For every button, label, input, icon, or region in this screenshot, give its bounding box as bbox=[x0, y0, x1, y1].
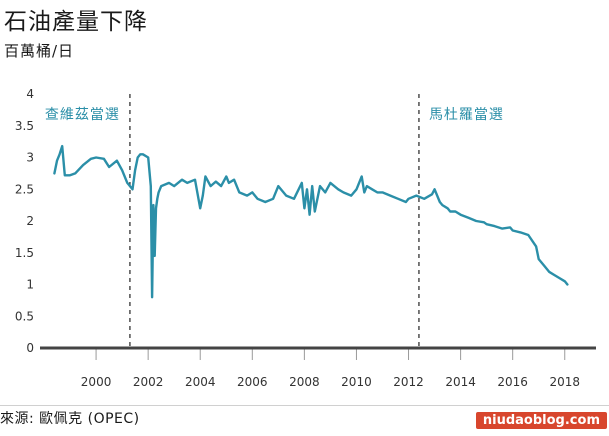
y-tick-label: 4 bbox=[26, 87, 34, 101]
event-dividers bbox=[129, 94, 420, 348]
chart-unit-label: 百萬桶/日 bbox=[4, 42, 75, 60]
x-axis-tick-marks bbox=[95, 348, 566, 360]
x-tick-label: 2018 bbox=[549, 375, 580, 389]
x-axis-ticks: 2000 2002 2004 2006 2008 2010 2012 2014 2016 2018 bbox=[81, 375, 580, 389]
x-tick-label: 2016 bbox=[497, 375, 528, 389]
x-tick-label: 2004 bbox=[185, 375, 216, 389]
x-tick-label: 2014 bbox=[445, 375, 476, 389]
y-tick-label: 2.5 bbox=[15, 182, 34, 196]
event-annotation-label: 馬杜羅當選 bbox=[429, 107, 504, 123]
source-note: 來源: 歐佩克 (OPEC) bbox=[0, 411, 140, 427]
x-tick-label: 2000 bbox=[81, 375, 112, 389]
y-axis-ticks: 0 0.5 1 1.5 2 2.5 3 3.5 4 bbox=[15, 87, 34, 355]
y-tick-label: 1.5 bbox=[15, 246, 34, 260]
oil-production-line bbox=[53, 144, 569, 299]
y-tick-label: 3 bbox=[26, 151, 34, 165]
event-annotations: 查維茲當選 馬杜羅當選 bbox=[45, 107, 504, 123]
x-tick-label: 2006 bbox=[237, 375, 268, 389]
y-tick-label: 0.5 bbox=[15, 309, 34, 323]
x-tick-label: 2012 bbox=[393, 375, 424, 389]
chart-svg: 00.511.522.533.54 2000 2002 2004 2006 2008 20… bbox=[15, 87, 596, 389]
x-tick-label: 2008 bbox=[289, 375, 320, 389]
y-tick-label: 1 bbox=[26, 278, 34, 292]
y-tick-label: 3.5 bbox=[15, 119, 34, 133]
footer-divider bbox=[0, 405, 609, 406]
y-tick-label: 0 bbox=[26, 341, 34, 355]
y-tick-label: 2 bbox=[26, 214, 34, 228]
chart-title: 石油產量下降 bbox=[4, 9, 148, 35]
x-tick-label: 2010 bbox=[341, 375, 372, 389]
x-tick-label: 2002 bbox=[133, 375, 164, 389]
watermark-badge: niudaoblog.com bbox=[475, 412, 607, 429]
event-annotation-label: 查維茲當選 bbox=[45, 107, 120, 123]
